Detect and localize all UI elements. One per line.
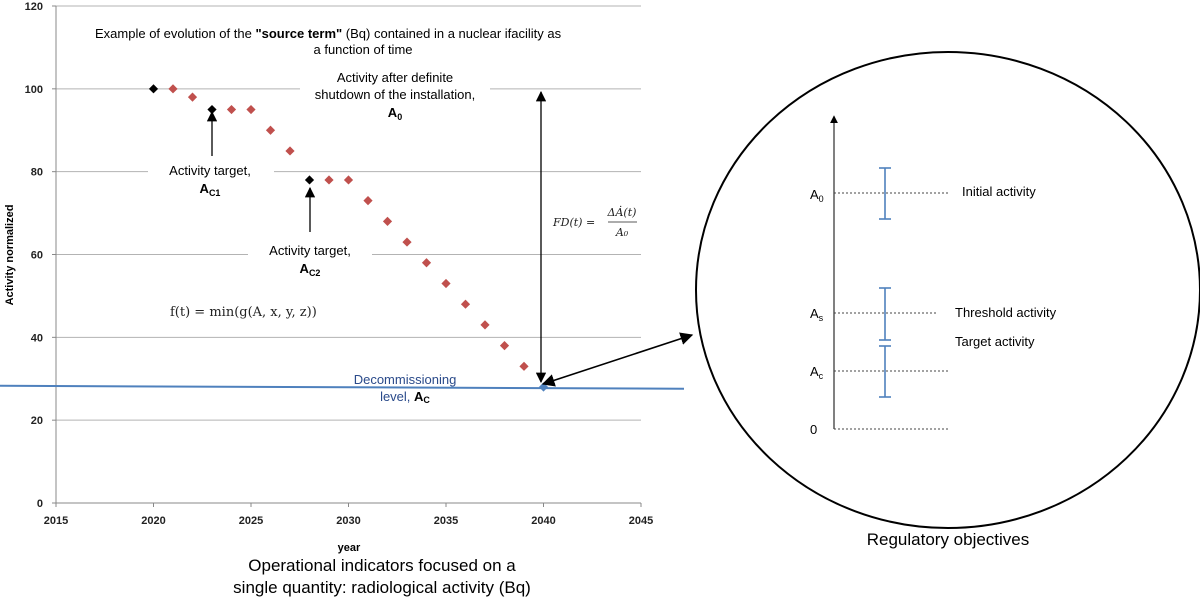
data-point-s0-15 — [499, 341, 510, 351]
formula-f: f(t) = min(g(A, x, y, z)) — [170, 305, 317, 320]
data-point-s0-8 — [363, 196, 373, 206]
data-point-s0-5 — [285, 146, 295, 156]
target2-label: Activity target, — [269, 243, 351, 258]
target2-symbol: AC2 — [300, 261, 321, 278]
y-tick-label: 80 — [31, 167, 43, 179]
formula-fd-denominator: A₀ — [615, 226, 629, 239]
y-axis-title: Activity normalized — [4, 205, 16, 306]
x-tick-label: 2035 — [434, 515, 458, 527]
error-bar-a0 — [879, 167, 891, 220]
data-point-s0-11 — [421, 258, 432, 268]
y-tick-label: 0 — [37, 498, 43, 510]
x-tick-label: 2020 — [141, 515, 165, 527]
x-axis-title: year — [338, 542, 361, 554]
chart-data-points — [148, 84, 549, 392]
data-point-s0-14 — [480, 320, 490, 330]
level-label-target: Target activity — [955, 334, 1035, 349]
y-tick-label: 40 — [31, 332, 43, 344]
level-label-threshold: Threshold activity — [955, 305, 1057, 320]
activity-after-line1: Activity after definite — [337, 70, 453, 85]
data-point-s1-0 — [148, 84, 159, 94]
data-point-s0-12 — [441, 278, 451, 289]
data-point-s0-10 — [402, 237, 412, 247]
x-tick-label: 2045 — [629, 515, 653, 527]
target1-label-bg — [148, 158, 274, 202]
y-tick-label: 60 — [31, 250, 43, 262]
left-caption-line2: single quantity: radiological activity (… — [233, 578, 531, 597]
decommissioning-level-line — [0, 384, 685, 390]
level-symbol-zero: 0 — [810, 422, 817, 437]
regulatory-caption: Regulatory objectives — [867, 530, 1030, 549]
data-point-s0-16 — [519, 361, 529, 371]
activity-after-line2: shutdown of the installation, — [315, 87, 475, 102]
level-label-initial: Initial activity — [962, 184, 1036, 199]
regulatory-circle — [695, 51, 1200, 529]
error-bar-as — [879, 287, 891, 341]
activity-after-symbol: A0 — [388, 105, 402, 122]
chart-title-line2: a function of time — [314, 42, 413, 57]
data-point-s0-2 — [226, 104, 237, 115]
target2-label-bg — [248, 238, 372, 282]
level-symbol-as: As — [810, 306, 824, 323]
activity-after-label-bg — [300, 66, 490, 124]
data-point-s0-13 — [460, 299, 471, 309]
target1-label: Activity target, — [169, 163, 251, 178]
y-tick-label: 20 — [31, 415, 43, 427]
error-bar-ac — [879, 345, 891, 398]
data-point-s0-0 — [168, 84, 178, 94]
chart-title: Example of evolution of the "source term… — [95, 26, 562, 41]
decom-label-line2: level, AC — [380, 389, 430, 405]
chart-axes — [52, 5, 642, 507]
x-tick-label: 2040 — [531, 515, 555, 527]
y-tick-label: 100 — [25, 84, 43, 96]
data-point-s0-6 — [324, 175, 334, 185]
level-symbol-a0: A0 — [810, 187, 824, 204]
data-point-s1-2 — [304, 175, 315, 185]
left-caption-line1: Operational indicators focused on a — [248, 556, 516, 575]
target1-symbol: AC1 — [200, 181, 221, 198]
decom-label-line1: Decommissioning — [354, 372, 457, 387]
x-tick-label: 2025 — [239, 515, 263, 527]
data-point-s0-1 — [187, 92, 198, 102]
formula-fd-numerator: ΔȦ(t) — [607, 205, 637, 219]
data-point-s0-7 — [343, 175, 354, 185]
data-point-s0-4 — [265, 125, 276, 135]
formula-fd-lhs: FD(t) = — [552, 216, 595, 229]
data-point-s0-3 — [246, 104, 256, 115]
x-tick-label: 2030 — [336, 515, 360, 527]
x-tick-label: 2015 — [44, 515, 68, 527]
data-point-s0-9 — [382, 216, 393, 226]
level-symbol-ac: Ac — [810, 364, 824, 381]
zoom-link-arrow — [541, 332, 694, 387]
y-tick-label: 120 — [25, 1, 43, 13]
